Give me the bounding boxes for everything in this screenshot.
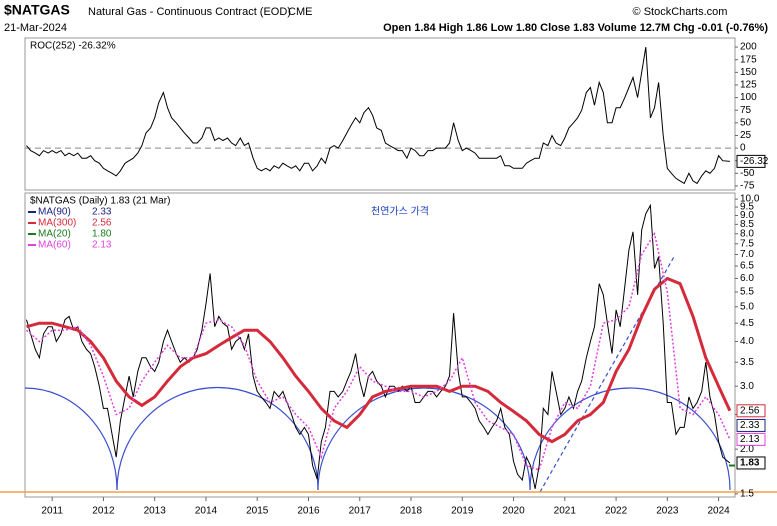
legend-name: MA(20)	[38, 229, 71, 240]
legend-name: MA(60)	[38, 240, 71, 251]
ma-line	[26, 231, 731, 471]
y-tick-label: 8.0	[740, 228, 754, 239]
price-title: $NATGAS (Daily) 1.83 (21 Mar)	[30, 196, 170, 207]
quote: Open 1.84 High 1.86 Low 1.80 Close 1.83 …	[383, 22, 768, 34]
y-tick-label: 5.5	[740, 287, 754, 298]
value-box-label: 2.13	[740, 434, 760, 445]
y-tick-label: 10.0	[740, 194, 760, 205]
y-tick-label: 5.0	[740, 301, 754, 312]
legend-value: 2.13	[92, 240, 112, 251]
y-tick-label: 7.0	[740, 249, 754, 260]
y-tick-label: 4.5	[740, 318, 754, 329]
y-tick-label: 1.5	[740, 489, 754, 500]
y-tick-label: 125	[740, 80, 757, 91]
roc-panel	[24, 37, 736, 191]
x-tick-label: 2015	[246, 506, 269, 517]
y-tick-label: 100	[740, 92, 757, 103]
value-box	[736, 456, 766, 470]
symbol: $NATGAS	[4, 2, 70, 18]
annotation: 천연가스 가격	[371, 205, 429, 218]
y-tick-label: 3.5	[740, 357, 754, 368]
y-tick-label: 200	[740, 42, 757, 53]
y-tick-label: 7.5	[740, 238, 754, 249]
price-panel	[24, 192, 736, 498]
y-tick-label: 4.0	[740, 336, 754, 347]
legend-name: MA(90)	[38, 207, 71, 218]
x-tick-label: 2011	[41, 506, 63, 517]
x-tick-label: 2024	[707, 506, 730, 517]
cycle-arc	[317, 387, 531, 491]
cycle-arc	[24, 387, 118, 491]
x-tick-label: 2018	[400, 506, 423, 517]
value-box-label: 2.56	[740, 405, 760, 416]
y-tick-label: 8.5	[740, 219, 754, 230]
legend-value: 2.56	[92, 218, 112, 229]
x-tick-label: 2013	[144, 506, 167, 517]
value-box-label: 2.33	[740, 420, 760, 431]
cycle-arc	[116, 386, 319, 491]
legend: MA(90) 2.33 MA(300) 2.56 MA(20) 1.80 MA(60) 2.1…	[28, 207, 112, 251]
y-tick-label: -75	[740, 181, 755, 192]
value-box	[736, 418, 766, 432]
x-tick-label: 2014	[195, 506, 218, 517]
value-box	[736, 154, 766, 168]
roc-title: ROC(252) -26.32%	[30, 41, 116, 52]
x-tick-label: 2023	[656, 506, 679, 517]
x-tick-label: 2022	[605, 506, 628, 517]
y-tick-label: 25	[740, 130, 752, 141]
x-tick-label: 2017	[349, 506, 372, 517]
y-tick-label: 75	[740, 105, 752, 116]
value-box-label: 1.83	[740, 458, 760, 469]
y-tick-label: -50	[740, 168, 755, 179]
y-tick-label: 2.0	[740, 444, 754, 455]
credit: © StockCharts.com	[633, 6, 728, 18]
x-tick-label: 2019	[451, 506, 474, 517]
y-tick-label: 175	[740, 54, 757, 65]
date: 21-Mar-2024	[4, 22, 67, 34]
y-tick-label: 6.0	[740, 273, 754, 284]
y-tick-label: 50	[740, 117, 752, 128]
roc-line	[26, 47, 730, 185]
x-tick-label: 2016	[297, 506, 320, 517]
legend-name: MA(300)	[38, 218, 76, 229]
x-tick-label: 2012	[92, 506, 115, 517]
y-tick-label: 150	[740, 67, 757, 78]
ma-line	[26, 276, 732, 444]
y-tick-label: 9.0	[740, 210, 754, 221]
value-box	[736, 404, 766, 418]
value-box	[736, 432, 766, 446]
y-tick-label: 3.0	[740, 381, 754, 392]
legend-value: 2.33	[92, 207, 112, 218]
value-box-label: -26.32	[740, 156, 769, 167]
price-line	[26, 203, 731, 489]
exchange: CME	[288, 6, 312, 18]
legend-value: 1.80	[92, 229, 112, 240]
y-tick-label: 6.5	[740, 261, 754, 272]
instrument-name: Natural Gas - Continuous Contract (EOD)	[88, 6, 291, 18]
y-tick-label: 0	[740, 143, 746, 154]
x-tick-label: 2021	[554, 506, 577, 517]
y-tick-label: 9.5	[740, 202, 754, 213]
x-tick-label: 2020	[502, 506, 525, 517]
